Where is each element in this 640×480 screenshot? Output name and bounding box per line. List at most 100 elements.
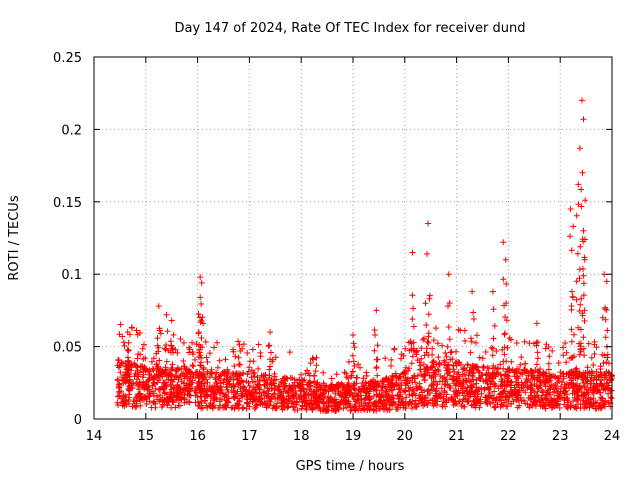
data-point bbox=[549, 404, 556, 411]
data-point bbox=[421, 394, 428, 401]
data-point bbox=[462, 395, 469, 402]
data-point bbox=[269, 394, 276, 401]
data-point bbox=[500, 276, 507, 283]
data-point bbox=[196, 349, 203, 356]
y-tick-label: 0.25 bbox=[53, 51, 82, 66]
data-point bbox=[534, 355, 541, 362]
data-point bbox=[467, 349, 474, 356]
x-axis-label: GPS time / hours bbox=[296, 459, 405, 474]
data-point bbox=[549, 398, 556, 405]
data-point bbox=[115, 357, 121, 363]
data-point bbox=[268, 349, 274, 356]
data-point bbox=[355, 387, 362, 393]
y-tick-label: 0.2 bbox=[61, 123, 82, 138]
data-point bbox=[284, 375, 291, 382]
data-point bbox=[567, 355, 573, 362]
data-point bbox=[538, 387, 545, 393]
data-point bbox=[513, 369, 520, 376]
x-tick-label: 16 bbox=[189, 429, 206, 444]
data-point bbox=[587, 377, 594, 384]
data-point bbox=[328, 395, 335, 402]
data-point bbox=[197, 352, 204, 359]
data-point bbox=[350, 340, 357, 347]
data-point bbox=[186, 399, 193, 406]
data-point bbox=[270, 379, 277, 385]
data-point bbox=[217, 372, 224, 379]
data-point bbox=[175, 376, 182, 383]
data-point bbox=[390, 399, 397, 406]
data-point bbox=[168, 386, 175, 393]
data-point bbox=[125, 339, 132, 346]
data-point bbox=[253, 395, 260, 402]
data-point bbox=[453, 348, 459, 355]
data-point bbox=[532, 367, 539, 373]
data-point bbox=[225, 389, 232, 395]
data-point bbox=[203, 354, 210, 361]
data-point bbox=[137, 364, 144, 371]
data-point bbox=[177, 336, 184, 342]
data-point bbox=[222, 356, 229, 363]
data-point bbox=[263, 404, 270, 411]
data-point bbox=[126, 383, 133, 390]
data-point bbox=[236, 398, 243, 405]
data-point bbox=[603, 368, 610, 375]
data-point bbox=[425, 220, 432, 227]
data-point bbox=[542, 345, 549, 352]
data-point bbox=[303, 403, 310, 410]
data-point bbox=[557, 388, 564, 395]
data-point bbox=[584, 374, 591, 381]
data-point bbox=[156, 357, 163, 364]
data-point bbox=[164, 402, 171, 409]
data-point bbox=[545, 390, 552, 397]
data-point bbox=[207, 388, 214, 395]
data-point bbox=[362, 395, 369, 402]
data-point bbox=[291, 379, 298, 386]
data-point bbox=[243, 378, 250, 385]
data-point bbox=[177, 387, 184, 394]
data-point bbox=[587, 400, 594, 407]
data-point bbox=[409, 405, 415, 412]
data-point bbox=[196, 314, 203, 321]
data-point bbox=[469, 372, 476, 379]
data-point bbox=[198, 301, 205, 307]
data-point bbox=[474, 332, 480, 339]
data-point bbox=[294, 407, 301, 413]
data-point bbox=[351, 344, 358, 351]
data-point bbox=[222, 370, 229, 377]
data-point bbox=[574, 396, 581, 403]
data-point bbox=[588, 354, 595, 361]
data-point bbox=[265, 388, 272, 395]
data-point bbox=[455, 387, 462, 394]
data-point bbox=[149, 365, 156, 372]
y-tick-label: 0.15 bbox=[53, 196, 82, 211]
data-point bbox=[313, 362, 320, 369]
data-point bbox=[429, 400, 436, 407]
data-point bbox=[446, 300, 453, 306]
data-point bbox=[337, 392, 344, 399]
data-point bbox=[580, 334, 587, 341]
data-point bbox=[580, 292, 587, 299]
data-point bbox=[328, 375, 335, 382]
data-point bbox=[401, 368, 408, 375]
data-point bbox=[402, 388, 409, 395]
data-point bbox=[374, 372, 381, 379]
data-point bbox=[234, 375, 241, 382]
data-point bbox=[533, 340, 540, 346]
data-point bbox=[538, 397, 545, 404]
data-point bbox=[442, 399, 449, 406]
data-point bbox=[522, 360, 529, 367]
data-point bbox=[503, 383, 510, 390]
data-point bbox=[429, 345, 436, 352]
data-point bbox=[351, 404, 358, 411]
data-point bbox=[410, 323, 417, 330]
data-point bbox=[382, 355, 389, 362]
data-point bbox=[224, 366, 231, 373]
data-point bbox=[285, 403, 292, 410]
data-point bbox=[227, 374, 234, 381]
data-point bbox=[527, 394, 534, 401]
data-point bbox=[465, 397, 472, 404]
data-point bbox=[349, 368, 356, 375]
data-point bbox=[542, 405, 549, 412]
data-point bbox=[578, 186, 585, 193]
